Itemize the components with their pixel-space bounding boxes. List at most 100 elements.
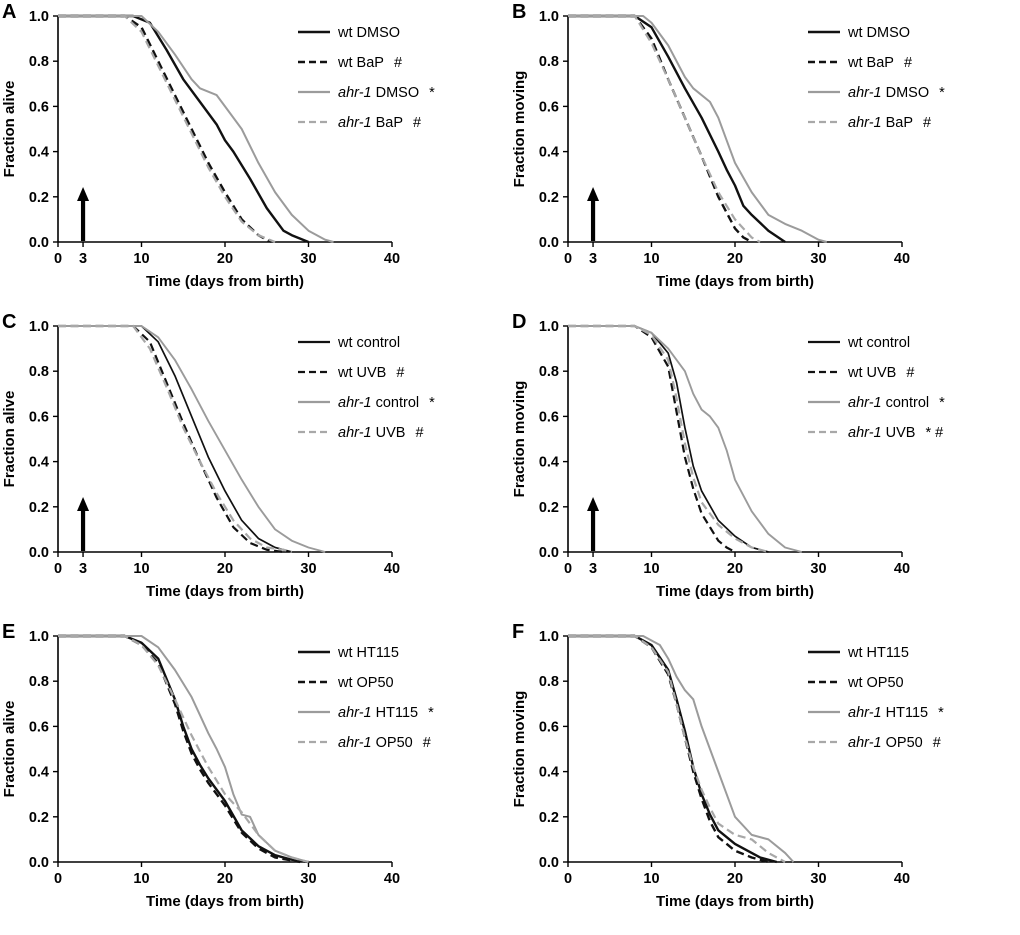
panel-F: 0 10 20 30 40 0.0 0.2 0.4 0.6 0.8 1.0 Time (days fr… <box>510 620 1020 930</box>
y-tick-label: 0.4 <box>539 145 559 161</box>
curve-wt-control <box>58 325 293 553</box>
x-tick-label: 40 <box>894 561 910 577</box>
legend-treatment: DMSO <box>372 85 420 101</box>
x-tick-label: 3 <box>589 251 597 267</box>
treatment-arrow-head <box>587 187 600 201</box>
y-tick-label: 0.0 <box>539 855 559 871</box>
x-tick-label: 20 <box>727 251 743 267</box>
curve-ahr-1-BaP <box>568 14 761 243</box>
panel-B: 0 3 10 20 30 40 0.0 0.2 0.4 0.6 0.8 1.0 Time (days f… <box>510 0 1020 310</box>
y-tick-label: 0.0 <box>29 235 49 251</box>
legend-entry: ahr-1 OP50 # <box>848 735 941 751</box>
y-axis-title: Fraction moving <box>511 381 528 498</box>
panel-C: 0 3 10 20 30 40 0.0 0.2 0.4 0.6 0.8 1.0 Time (days f… <box>0 310 510 620</box>
legend-treatment: DMSO <box>863 25 911 41</box>
curve-ahr-1-DMSO <box>568 15 828 243</box>
curve-ahr-1-control <box>58 325 326 553</box>
y-tick-label: 0.8 <box>29 674 49 690</box>
x-tick-label: 0 <box>54 251 62 267</box>
curve-wt-HT115 <box>58 634 309 864</box>
y-tick-label: 0.6 <box>539 719 559 735</box>
legend-treatment: HT115 <box>372 705 418 721</box>
y-tick-label: 0.8 <box>539 674 559 690</box>
y-tick-label: 0.0 <box>29 855 49 871</box>
curve-ahr-1-BaP <box>58 14 276 244</box>
x-tick-label: 10 <box>643 251 659 267</box>
curve-wt-BaP <box>58 14 272 244</box>
legend-entry: ahr-1 BaP # <box>848 115 931 131</box>
curve-ahr-1-DMSO <box>58 15 334 243</box>
y-tick-label: 0.2 <box>539 810 559 826</box>
x-tick-label: 20 <box>217 251 233 267</box>
y-tick-label: 1.0 <box>29 629 49 645</box>
curve-ahr-1-UVB <box>568 324 769 554</box>
legend-strain: wt <box>337 55 353 71</box>
x-tick-label: 30 <box>810 251 826 267</box>
y-tick-label: 0.4 <box>29 765 49 781</box>
x-tick-label: 0 <box>564 871 572 887</box>
legend-significance-mark: # <box>933 735 941 751</box>
x-tick-label: 10 <box>643 561 659 577</box>
legend-entry: wt OP50 <box>847 675 904 691</box>
legend-significance-mark: # <box>394 55 402 71</box>
panel-A-chart: 0 3 10 20 30 40 0.0 0.2 0.4 0.6 0.8 1.0 Time (days f… <box>1 1 435 290</box>
legend-entry: ahr-1 control * <box>338 395 435 411</box>
x-tick-label: 20 <box>217 561 233 577</box>
panel-letter-C: C <box>2 311 16 333</box>
legend-significance-mark: # <box>423 735 431 751</box>
x-tick-label: 3 <box>79 251 87 267</box>
legend-treatment: HT115 <box>882 705 928 721</box>
x-axis-title: Time (days from birth) <box>656 893 814 910</box>
panel-letter-E: E <box>2 621 15 643</box>
curve-ahr-1-OP50 <box>58 634 309 864</box>
x-tick-label: 30 <box>300 871 316 887</box>
x-tick-label: 20 <box>727 561 743 577</box>
curve-wt-DMSO <box>568 14 786 243</box>
legend-entry: ahr-1 DMSO * <box>338 85 435 101</box>
y-tick-label: 0.8 <box>539 54 559 70</box>
legend-significance-mark: # <box>415 425 423 441</box>
y-tick-label: 0.2 <box>539 500 559 516</box>
curve-ahr-1-HT115 <box>58 635 309 863</box>
x-tick-label: 40 <box>894 871 910 887</box>
legend-entry: wt HT115 <box>337 645 399 661</box>
y-tick-label: 0.0 <box>539 545 559 561</box>
x-tick-label: 0 <box>564 561 572 577</box>
panel-D-chart: 0 3 10 20 30 40 0.0 0.2 0.4 0.6 0.8 1.0 Time (days f… <box>511 311 945 600</box>
legend-strain: wt <box>847 675 863 691</box>
legend-strain: wt <box>847 55 863 71</box>
legend-strain: ahr-1 <box>848 425 882 441</box>
x-tick-label: 0 <box>54 871 62 887</box>
y-tick-label: 1.0 <box>29 319 49 335</box>
legend-treatment: UVB <box>882 425 916 441</box>
y-axis-title: Fraction moving <box>511 71 528 188</box>
legend-strain: wt <box>847 25 863 41</box>
legend-treatment: HT115 <box>863 645 909 661</box>
x-tick-label: 10 <box>133 561 149 577</box>
y-axis-title: Fraction alive <box>1 391 18 488</box>
x-tick-label: 30 <box>810 871 826 887</box>
panel-C-chart: 0 3 10 20 30 40 0.0 0.2 0.4 0.6 0.8 1.0 Time (days f… <box>1 311 435 600</box>
y-tick-label: 0.4 <box>539 765 559 781</box>
legend-strain: ahr-1 <box>848 115 882 131</box>
legend-treatment: control <box>863 335 911 351</box>
legend-entry: wt control <box>337 335 400 351</box>
x-tick-label: 30 <box>810 561 826 577</box>
y-axis-title: Fraction alive <box>1 81 18 178</box>
x-axis-title: Time (days from birth) <box>146 583 304 600</box>
curve-ahr-1-HT115 <box>568 635 795 863</box>
y-tick-label: 0.4 <box>539 455 559 471</box>
treatment-arrow-head <box>77 187 90 201</box>
legend-entry: wt UVB # <box>337 365 404 381</box>
legend-entry: ahr-1 HT115 * <box>848 705 944 721</box>
curve-wt-BaP <box>568 14 753 244</box>
legend-entry: wt OP50 <box>337 675 394 691</box>
legend-strain: ahr-1 <box>848 395 882 411</box>
panel-letter-F: F <box>512 621 524 643</box>
legend-entry: ahr-1 OP50 # <box>338 735 431 751</box>
x-tick-label: 40 <box>384 251 400 267</box>
legend-strain: wt <box>337 675 353 691</box>
legend-strain: wt <box>337 645 353 661</box>
panel-E-chart: 0 10 20 30 40 0.0 0.2 0.4 0.6 0.8 1.0 Time (days fr… <box>1 621 434 910</box>
y-tick-label: 0.6 <box>29 99 49 115</box>
